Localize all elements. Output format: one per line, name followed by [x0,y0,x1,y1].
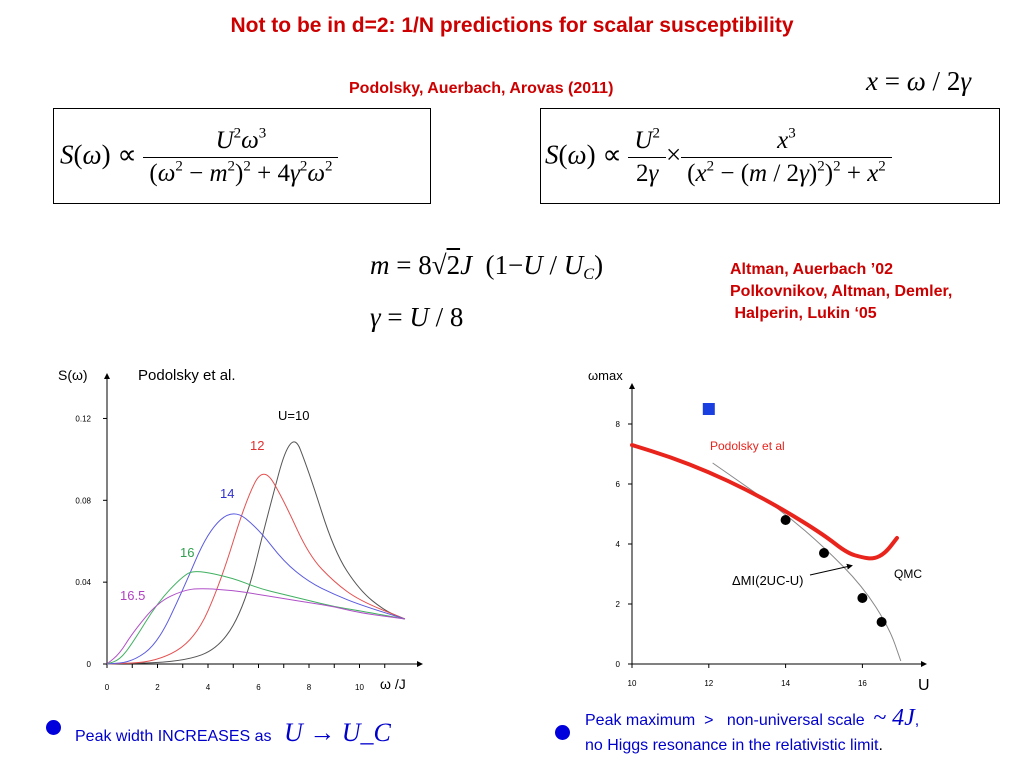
equation-m-def: m = 8√2J (1−U / UC) [370,250,604,283]
left-x-tick-label: 4 [206,683,211,692]
left-y-tick-label: 0.04 [75,578,91,587]
right-gap-curve [712,462,902,662]
slide-title: Not to be in d=2: 1/N predictions for sc… [230,14,794,37]
left-curve-label-2: 14 [220,486,234,501]
left-curve-0 [106,441,406,665]
bottom-right-text-2: no Higgs resonance in the relativistic l… [585,737,879,754]
reference-2: Polkovnikov, Altman, Demler, [730,283,953,300]
bottom-right-text-1: Peak maximum > non-universal scale [585,712,865,729]
right-gap-arrow [809,563,853,576]
right-x-tick-label: 12 [704,679,713,688]
citation-main: Podolsky, Auerbach, Arovas (2011) [349,80,614,97]
right-gap-label: ΔMI(2UC-U) [732,573,804,588]
bottom-right-line-2: no Higgs resonance in the relativistic l… [585,737,883,755]
bottom-left-label: Peak width INCREASES as [75,728,272,745]
right-x-tick-label: 10 [628,679,637,688]
left-plot-area: 0 2 4 6 8 10 0 0.04 0.08 0.12 U=10 12 14 16 16.5 [75,373,423,692]
bottom-right-comma: , [914,712,920,729]
left-chart-label: Podolsky et al. [138,367,236,384]
right-y-tick-label: 6 [616,480,621,489]
right-x-tick-label: 14 [781,679,790,688]
right-y-tick-label: 2 [616,600,621,609]
reference-1: Altman, Auerbach ’02 [730,261,894,278]
left-curve-4 [106,588,406,665]
right-plot-area: 10 12 14 16 0 2 4 6 8 [616,383,927,688]
left-x-tick-label: 0 [105,683,110,692]
left-y-tick-label: 0.12 [75,414,91,423]
right-qmc-point [876,617,887,627]
left-x-tick-label: 2 [155,683,160,692]
bottom-right-line-1: Peak maximum > non-universal scale ~ 4J, [585,705,919,732]
right-y-tick-label: 4 [616,540,621,549]
left-chart-ylabel: S(ω) [58,367,88,383]
reference-3: Halperin, Lukin ‘05 [730,305,877,322]
bullet-right [555,725,570,740]
reference-list: Altman, Auerbach ’02 Polkovnikov, Altman… [730,259,952,325]
left-y-tick-label: 0.08 [75,496,91,505]
left-curve-3 [106,571,406,665]
right-qmc-point [780,515,791,525]
bottom-left-text: Peak width INCREASES as U → U_C [75,718,391,748]
left-y-tick-label: 0 [87,660,92,669]
right-x-tick-label: 16 [858,679,867,688]
bottom-right-period: . [878,737,883,754]
bottom-left-math: U → U_C [283,718,391,747]
equation-x-def: x = ω / 2γ [866,66,971,96]
bottom-right-math: ~ 4J [873,705,915,731]
right-marker-square [702,403,715,415]
left-curve-label-0: U=10 [278,408,309,423]
left-x-tick-label: 10 [355,683,364,692]
right-qmc-point [857,593,868,603]
right-podolsky-curve [630,443,899,561]
equation-gamma-def: γ = U / 8 [370,302,464,332]
right-series-label-qmc: QMC [894,567,922,581]
right-qmc-point [819,548,829,558]
bullet-left [46,720,61,735]
left-curve-label-3: 16 [180,545,194,560]
left-curve-2 [106,513,406,665]
equation-box-s-omega: S(ω) ∝ U2ω3 (ω2 − m2)2 + 4γ2ω2 [53,108,431,204]
left-curve-label-4: 16.5 [120,588,145,603]
left-curve-1 [106,473,406,665]
left-curve-label-1: 12 [250,438,264,453]
left-x-tick-label: 8 [307,683,312,692]
right-series-label-red: Podolsky et al [710,439,785,453]
equation-box-s-x: S(ω) ∝ U2 2γ × x3 (x2 − (m / 2γ)2)2 + x2 [540,108,1000,204]
left-x-tick-label: 6 [256,683,261,692]
right-chart-xlabel: U [918,677,930,694]
right-y-tick-label: 8 [616,420,621,429]
right-y-tick-label: 0 [616,660,621,669]
left-chart-xlabel: ω /J [380,676,406,692]
right-chart-ylabel: ωmax [588,368,623,383]
